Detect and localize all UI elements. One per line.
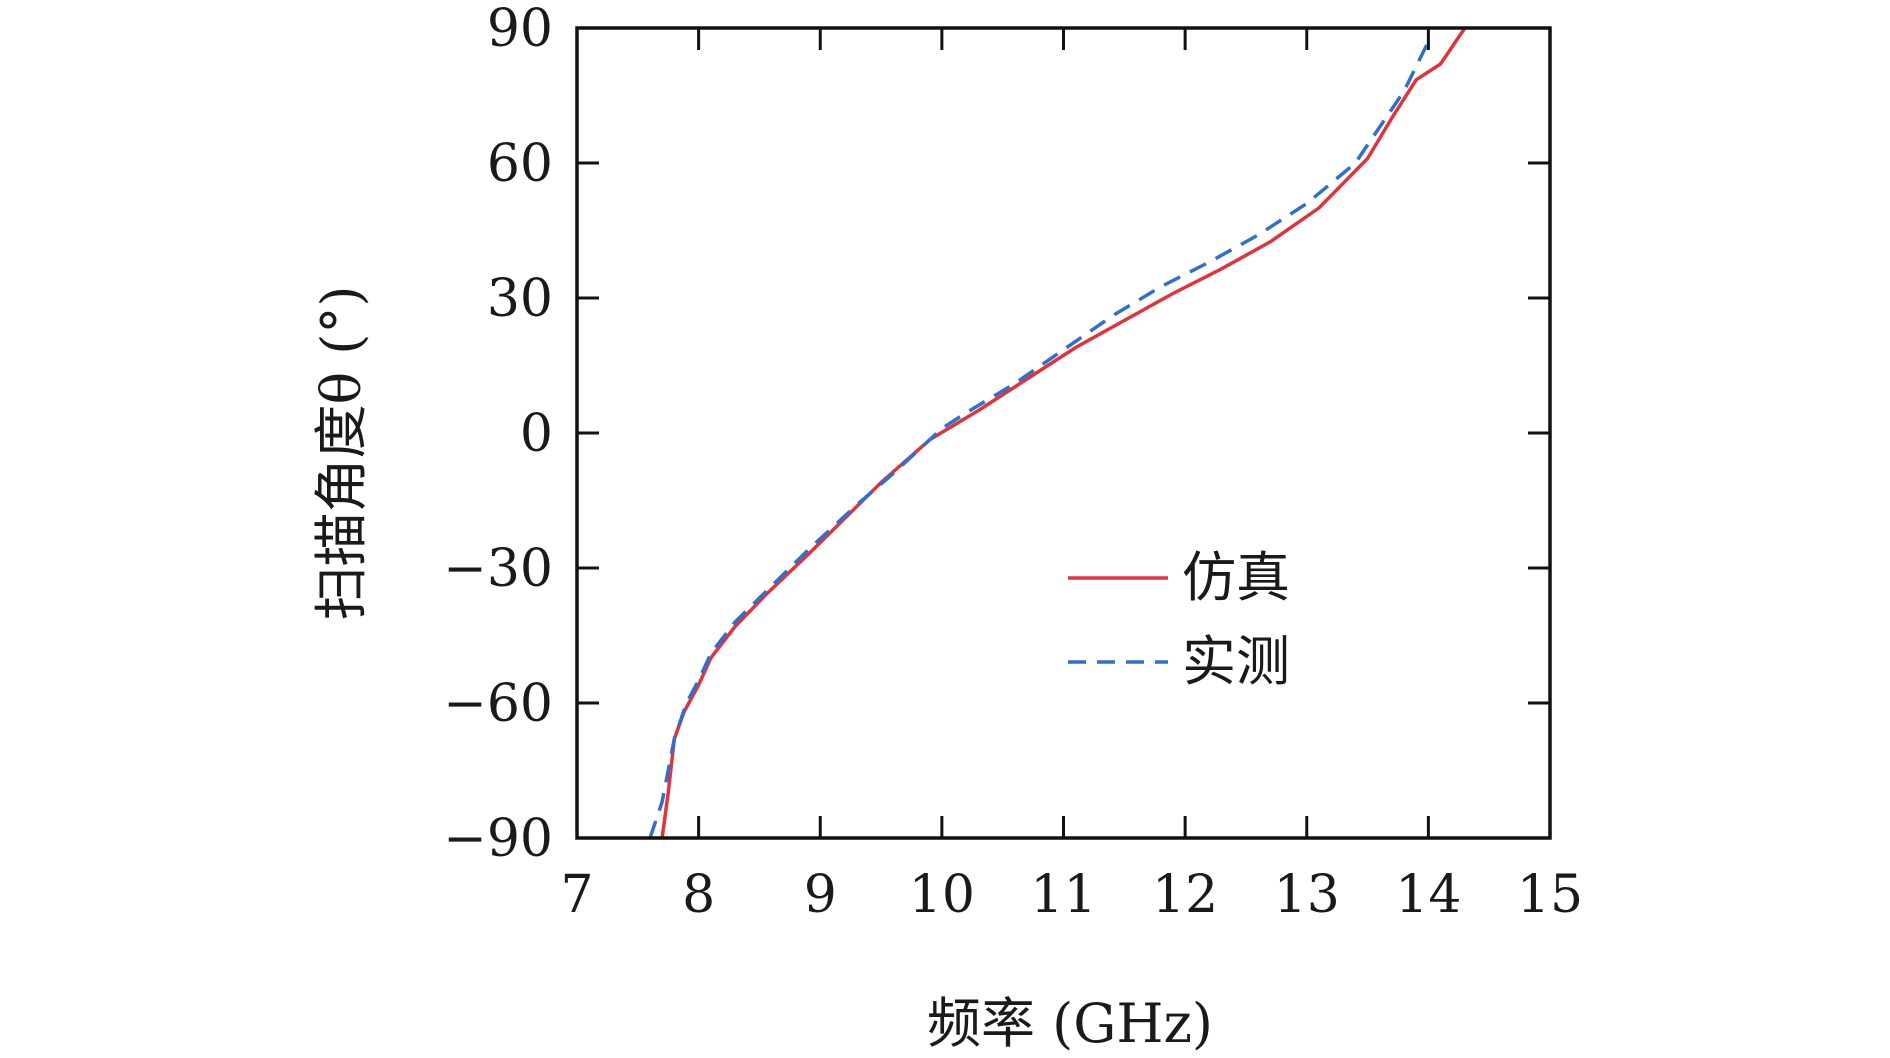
x-tick-label: 15 [1517, 865, 1583, 925]
x-tick-label: 14 [1395, 865, 1461, 925]
y-tick-label: 0 [520, 404, 553, 464]
y-axis-title: 扫描角度θ (°) [310, 286, 373, 621]
x-tick-label: 11 [1030, 865, 1096, 925]
y-tick-label: 60 [487, 134, 553, 194]
series-line-sim [660, 28, 1467, 838]
y-tick-label: −30 [443, 539, 553, 599]
y-tick-label: −60 [443, 674, 553, 734]
legend: 仿真 实测 [1068, 546, 1290, 693]
x-tick-label: 10 [909, 865, 975, 925]
ticks-layer [575, 26, 1552, 840]
tick-labels-layer: 7 8 9 10 11 12 13 14 15 −90 −60 −30 0 30 60 90 [443, 0, 1583, 925]
legend-label-sim: 仿真 [1182, 546, 1290, 609]
plot-frame [575, 26, 1552, 840]
x-tick-label: 8 [682, 865, 715, 925]
x-tick-label: 13 [1274, 865, 1340, 925]
x-axis-title: 频率 (GHz) [927, 992, 1213, 1055]
series-line-meas [648, 40, 1430, 838]
y-tick-label: −90 [443, 809, 553, 869]
legend-label-meas: 实测 [1182, 630, 1290, 693]
x-tick-label: 9 [804, 865, 837, 925]
x-tick-label: 7 [560, 865, 593, 925]
y-tick-label: 30 [487, 269, 553, 329]
y-tick-label: 90 [487, 0, 553, 59]
x-tick-label: 12 [1152, 865, 1218, 925]
series-layer [648, 28, 1467, 838]
